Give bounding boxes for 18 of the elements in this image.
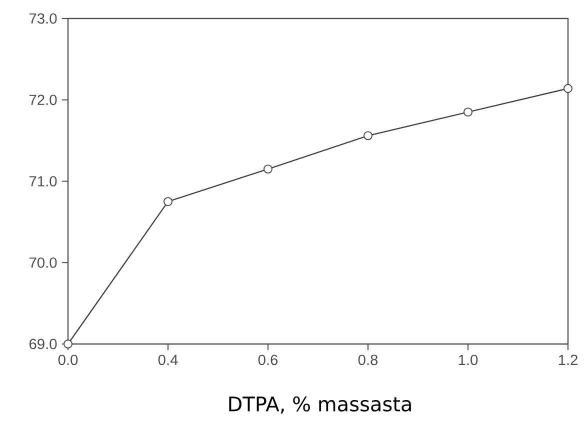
y-tick-label: 71.0 [30,176,57,186]
point [264,164,272,174]
point [364,131,372,140]
y-tick-label: 73.0 [30,13,57,24]
y-tick-label: 70.0 [30,257,57,268]
x-tick-label: 0.6 [258,354,278,366]
point [464,108,472,117]
y-tick-label: 72.0 [30,94,57,106]
point [64,340,72,348]
x-tick-label: 1.0 [458,354,478,366]
x-tick-label: 0.8 [358,354,378,366]
y-tick-label: 69.0 [30,338,57,350]
x-axis-title: DTPA, % massasta [229,396,411,414]
x-tick-label: 0.4 [158,354,178,366]
point [564,84,572,93]
x-tick-label: 1.2 [558,354,578,365]
x-tick-label: 0.0 [58,354,78,366]
point [164,197,172,206]
